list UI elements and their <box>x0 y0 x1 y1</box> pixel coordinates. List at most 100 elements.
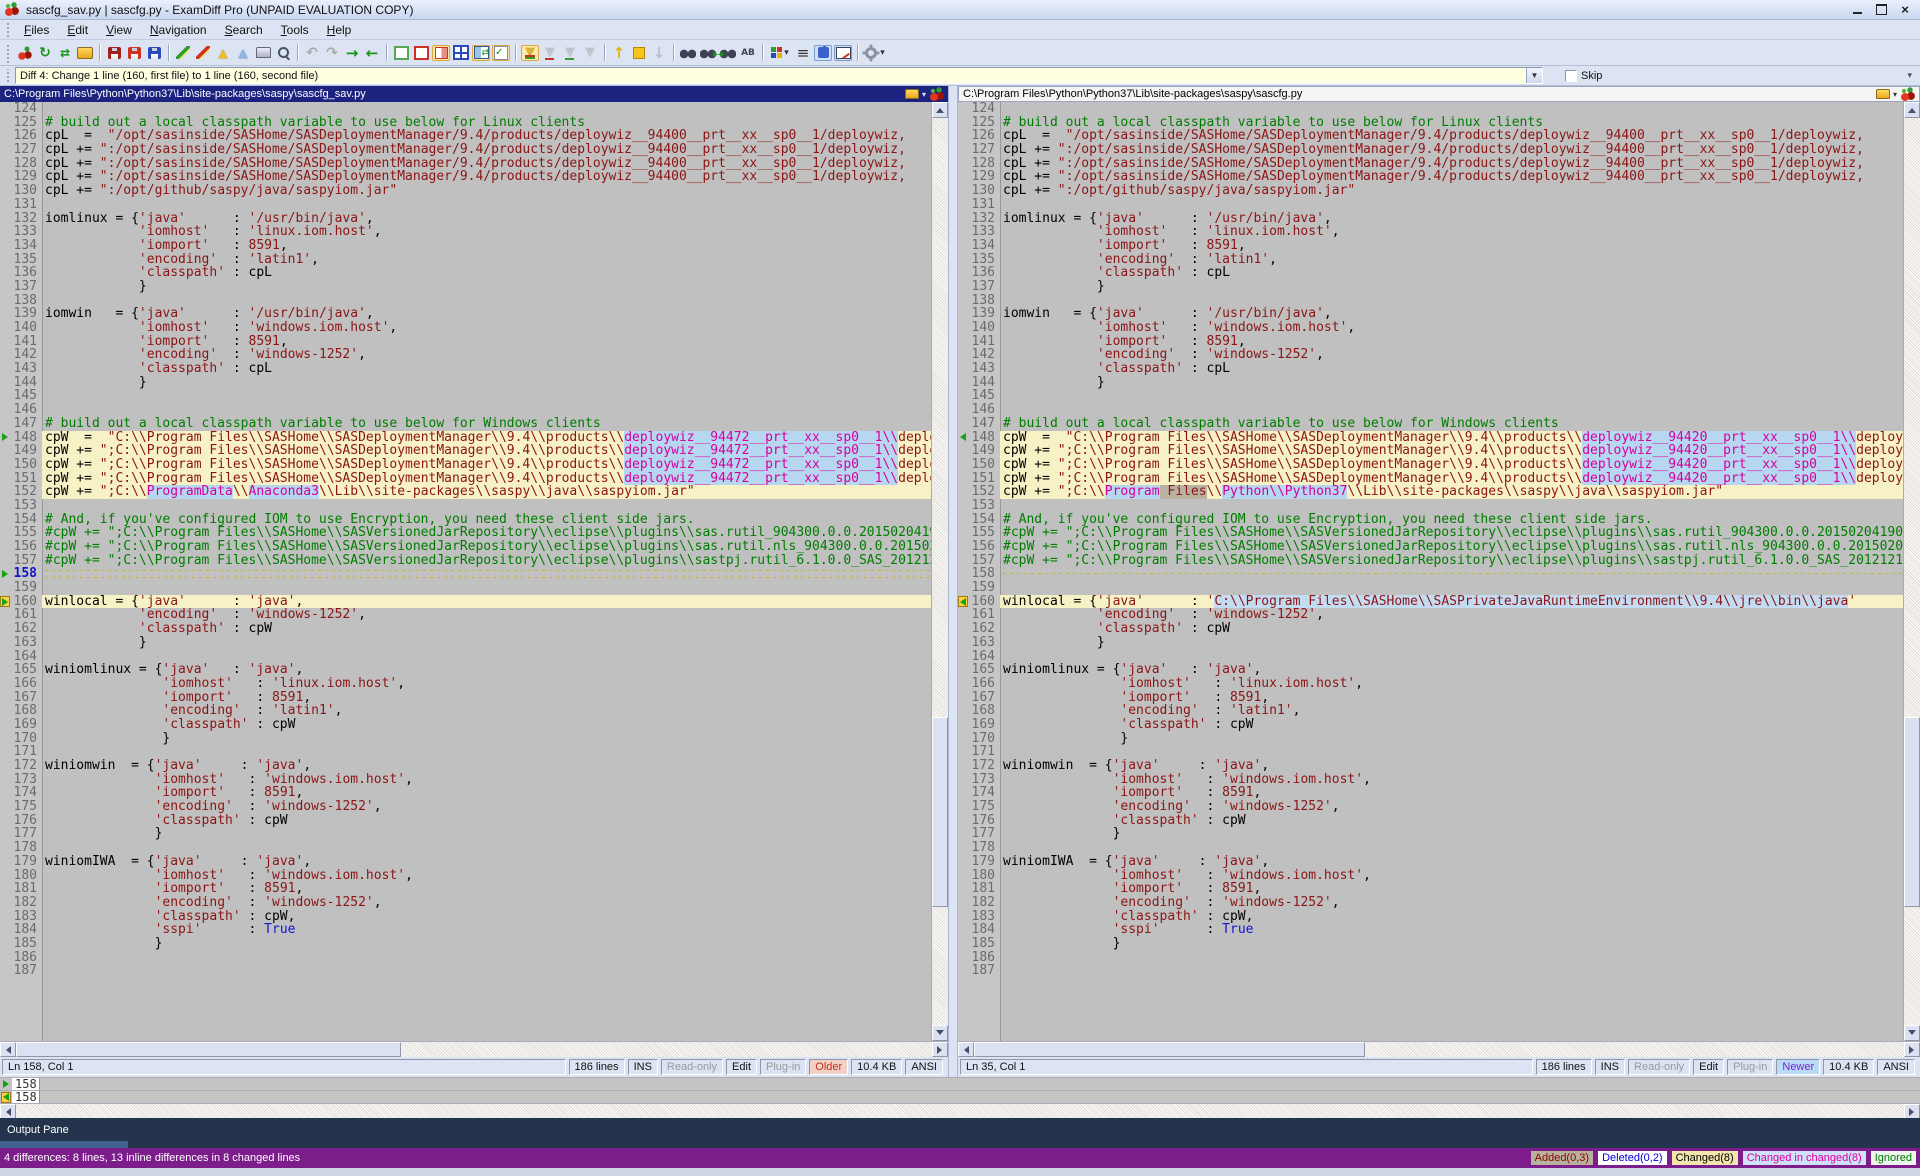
maximize-button[interactable] <box>1870 2 1892 17</box>
current-diff-combo[interactable]: Diff 4: Change 1 line (160, first file) … <box>15 67 1543 84</box>
code-line-131[interactable]: 131 <box>0 198 931 212</box>
line-inspector-row[interactable]: 158 <box>0 1090 1920 1103</box>
code-line-127[interactable]: 127cpL += ":/opt/sasinside/SASHome/SASDe… <box>958 143 1903 157</box>
filter-deleted-icon[interactable] <box>541 45 559 61</box>
save-first-icon[interactable] <box>105 45 123 61</box>
code-line-182[interactable]: 182 'encoding' : 'windows-1252', <box>958 896 1903 910</box>
code-line-138[interactable]: 138 <box>0 294 931 308</box>
code-line-176[interactable]: 176 'classpath' : cpW <box>958 814 1903 828</box>
code-line-160[interactable]: 160winlocal = {'java' : 'C:\\Program Fil… <box>958 595 1903 609</box>
code-line-152[interactable]: 152cpW += ";C:\\ProgramData\\Anaconda3\\… <box>0 485 931 499</box>
code-line-167[interactable]: 167 'iomport' : 8591, <box>958 691 1903 705</box>
code-line-159[interactable]: 159 <box>0 581 931 595</box>
second-file-vertical-scrollbar[interactable] <box>1903 102 1920 1041</box>
code-line-140[interactable]: 140 'iomhost' : 'windows.iom.host', <box>958 321 1903 335</box>
find-next-icon[interactable] <box>699 45 717 61</box>
save-second-icon[interactable] <box>125 45 143 61</box>
first-file-open-dropdown[interactable]: ▾ <box>922 90 926 99</box>
code-line-129[interactable]: 129cpL += ":/opt/sasinside/SASHome/SASDe… <box>958 170 1903 184</box>
code-line-124[interactable]: 124 <box>0 102 931 116</box>
code-line-156[interactable]: 156#cpW += ";C:\\Program Files\\SASHome\… <box>0 540 931 554</box>
code-line-135[interactable]: 135 'encoding' : 'latin1', <box>958 253 1903 267</box>
pane-splitter[interactable] <box>948 86 958 1077</box>
line-details-icon[interactable] <box>794 45 812 61</box>
line-inspector-scrollbar[interactable] <box>0 1103 1920 1118</box>
second-file-horizontal-scrollbar[interactable] <box>958 1041 1920 1057</box>
copy-left-icon[interactable] <box>363 45 381 61</box>
current-diff-icon[interactable] <box>630 45 648 61</box>
code-line-133[interactable]: 133 'iomhost' : 'linux.iom.host', <box>0 225 931 239</box>
code-line-163[interactable]: 163 } <box>958 636 1903 650</box>
second-file-open-dropdown[interactable]: ▾ <box>1893 90 1897 99</box>
show-changed-icon[interactable] <box>432 45 450 61</box>
code-line-146[interactable]: 146 <box>958 403 1903 417</box>
code-line-126[interactable]: 126cpL = "/opt/sasinside/SASHome/SASDepl… <box>0 129 931 143</box>
scroll-left-button[interactable] <box>0 1104 16 1119</box>
code-line-171[interactable]: 171 <box>958 745 1903 759</box>
skip-checkbox[interactable] <box>1565 70 1577 82</box>
code-line-157[interactable]: 157#cpW += ";C:\\Program Files\\SASHome\… <box>0 554 931 568</box>
find-icon[interactable] <box>679 45 697 61</box>
menu-files[interactable]: Files <box>15 21 58 39</box>
code-line-126[interactable]: 126cpL = "/opt/sasinside/SASHome/SASDepl… <box>958 129 1903 143</box>
code-line-153[interactable]: 153 <box>958 499 1903 513</box>
scroll-left-button[interactable] <box>0 1042 16 1057</box>
toolbar-grip[interactable] <box>5 43 12 63</box>
code-line-161[interactable]: 161 'encoding' : 'windows-1252', <box>0 608 931 622</box>
filter-all-icon[interactable] <box>521 45 539 61</box>
menu-tools[interactable]: Tools <box>272 21 318 39</box>
scroll-thumb[interactable] <box>1904 717 1920 907</box>
show-different-icon[interactable] <box>412 45 430 61</box>
scroll-down-button[interactable] <box>932 1025 948 1041</box>
code-line-150[interactable]: 150cpW += ";C:\\Program Files\\SASHome\\… <box>0 458 931 472</box>
open-files-icon[interactable] <box>76 45 94 61</box>
code-line-165[interactable]: 165winiomlinux = {'java' : 'java', <box>0 663 931 677</box>
code-line-172[interactable]: 172winiomwin = {'java' : 'java', <box>958 759 1903 773</box>
print-icon[interactable] <box>254 45 272 61</box>
code-line-133[interactable]: 133 'iomhost' : 'linux.iom.host', <box>958 225 1903 239</box>
redo-icon[interactable] <box>323 45 341 61</box>
code-line-139[interactable]: 139iomwin = {'java' : '/usr/bin/java', <box>958 307 1903 321</box>
code-line-168[interactable]: 168 'encoding' : 'latin1', <box>958 704 1903 718</box>
code-line-182[interactable]: 182 'encoding' : 'windows-1252', <box>0 896 931 910</box>
code-line-173[interactable]: 173 'iomhost' : 'windows.iom.host', <box>958 773 1903 787</box>
code-line-172[interactable]: 172winiomwin = {'java' : 'java', <box>0 759 931 773</box>
minimize-button[interactable] <box>1846 2 1868 17</box>
first-file-editor[interactable]: 124125# build out a local classpath vari… <box>0 102 931 1041</box>
code-line-142[interactable]: 142 'encoding' : 'windows-1252', <box>958 348 1903 362</box>
refresh-swap-icon[interactable] <box>56 45 74 61</box>
code-line-132[interactable]: 132iomlinux = {'java' : '/usr/bin/java', <box>958 212 1903 226</box>
scroll-right-button[interactable] <box>1904 1042 1920 1057</box>
code-line-140[interactable]: 140 'iomhost' : 'windows.iom.host', <box>0 321 931 335</box>
logo-icon[interactable] <box>16 45 34 61</box>
code-line-151[interactable]: 151cpW += ";C:\\Program Files\\SASHome\\… <box>958 472 1903 486</box>
code-line-136[interactable]: 136 'classpath' : cpL <box>958 266 1903 280</box>
code-line-177[interactable]: 177 } <box>0 827 931 841</box>
code-line-167[interactable]: 167 'iomport' : 8591, <box>0 691 931 705</box>
code-line-137[interactable]: 137 } <box>0 280 931 294</box>
code-line-148[interactable]: 148cpW = "C:\\Program Files\\SASHome\\SA… <box>958 431 1903 445</box>
code-line-130[interactable]: 130cpL += ":/opt/github/saspy/java/saspy… <box>0 184 931 198</box>
code-line-170[interactable]: 170 } <box>0 732 931 746</box>
code-line-125[interactable]: 125# build out a local classpath variabl… <box>958 116 1903 130</box>
refresh-icon[interactable] <box>36 45 54 61</box>
save-first-as-icon[interactable] <box>214 45 232 61</box>
show-options-icon[interactable] <box>492 45 510 61</box>
code-line-154[interactable]: 154# And, if you've configured IOM to us… <box>958 513 1903 527</box>
code-line-156[interactable]: 156#cpW += ";C:\\Program Files\\SASHome\… <box>958 540 1903 554</box>
code-line-187[interactable]: 187 <box>0 964 931 978</box>
view-layout-icon[interactable] <box>768 45 792 61</box>
code-line-180[interactable]: 180 'iomhost' : 'windows.iom.host', <box>958 869 1903 883</box>
code-line-183[interactable]: 183 'classpath' : cpW, <box>958 910 1903 924</box>
code-line-145[interactable]: 145 <box>958 389 1903 403</box>
code-line-144[interactable]: 144 } <box>0 376 931 390</box>
code-line-131[interactable]: 131 <box>958 198 1903 212</box>
first-file-horizontal-scrollbar[interactable] <box>0 1041 948 1057</box>
code-line-181[interactable]: 181 'iomport' : 8591, <box>958 882 1903 896</box>
code-line-155[interactable]: 155#cpW += ";C:\\Program Files\\SASHome\… <box>958 526 1903 540</box>
code-line-173[interactable]: 173 'iomhost' : 'windows.iom.host', <box>0 773 931 787</box>
code-line-155[interactable]: 155#cpW += ";C:\\Program Files\\SASHome\… <box>0 526 931 540</box>
code-line-178[interactable]: 178 <box>0 841 931 855</box>
code-line-187[interactable]: 187 <box>958 964 1903 978</box>
editor-icon[interactable] <box>834 45 852 61</box>
